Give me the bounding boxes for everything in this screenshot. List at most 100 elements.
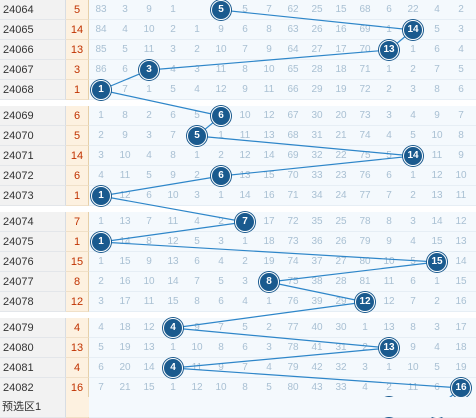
omission-cell: 13 bbox=[383, 322, 395, 333]
omission-cell: 1 bbox=[146, 84, 152, 95]
omission-cell: 9 bbox=[434, 110, 440, 121]
omission-cell: 26 bbox=[311, 24, 323, 35]
omission-cells: 1 15 9 13 6 4 2 19 74 37 27 80 10 5 14 bbox=[89, 252, 476, 272]
omission-cell: 6 bbox=[146, 190, 152, 201]
omission-cell: 4 bbox=[434, 342, 440, 353]
issue-number: 24072 bbox=[0, 166, 66, 186]
omission-cell: 3 bbox=[194, 190, 200, 201]
drawn-number-ball: 4 bbox=[163, 318, 183, 338]
omission-cell: 4 bbox=[410, 236, 416, 247]
omission-cell: 11 bbox=[143, 296, 155, 307]
omission-cell: 8 bbox=[458, 130, 464, 141]
omission-cell: 10 bbox=[239, 110, 251, 121]
omission-cell: 28 bbox=[311, 64, 323, 75]
omission-cell: 42 bbox=[311, 362, 323, 373]
omission-cell: 10 bbox=[191, 342, 203, 353]
omission-cell: 10 bbox=[167, 190, 179, 201]
omission-cell: 19 bbox=[263, 256, 275, 267]
omission-cell: 11 bbox=[455, 190, 467, 201]
omission-cell: 76 bbox=[287, 296, 299, 307]
omission-cell: 68 bbox=[359, 4, 371, 15]
omission-cell: 8 bbox=[266, 24, 272, 35]
omission-cell: 11 bbox=[119, 170, 131, 181]
omission-cell: 2 bbox=[434, 296, 440, 307]
omission-cell: 13 bbox=[455, 236, 467, 247]
omission-cell: 4 bbox=[362, 382, 368, 393]
omission-cell: 9 bbox=[218, 24, 224, 35]
omission-cell: 14 bbox=[119, 236, 131, 247]
omission-cell: 10 bbox=[263, 64, 275, 75]
omission-cell: 32 bbox=[311, 150, 323, 161]
omission-cell: 12 bbox=[119, 190, 131, 201]
omission-cell: 1 bbox=[170, 4, 176, 15]
table-row: 24077 8 2 16 10 14 7 5 3 75 38 28 81 11 6 1 15 bbox=[0, 272, 476, 292]
omission-cell: 9 bbox=[146, 4, 152, 15]
footer-cells[interactable] bbox=[89, 397, 476, 417]
omission-cell: 1 bbox=[434, 276, 440, 287]
omission-cell: 28 bbox=[335, 276, 347, 287]
omission-cell: 2 bbox=[266, 322, 272, 333]
omission-cell: 9 bbox=[122, 130, 128, 141]
table-row: 24067 3 86 6 4 3 11 8 10 65 28 18 71 1 2 7 5 bbox=[0, 60, 476, 80]
hot-number: 13 bbox=[66, 40, 89, 60]
omission-cell: 20 bbox=[335, 110, 347, 121]
omission-cell: 11 bbox=[431, 150, 443, 161]
omission-cell: 5 bbox=[410, 130, 416, 141]
omission-cell: 76 bbox=[359, 170, 371, 181]
omission-cell: 3 bbox=[194, 64, 200, 75]
omission-cell: 1 bbox=[98, 216, 104, 227]
drawn-number-ball: 6 bbox=[211, 166, 231, 186]
drawn-number-ball: 12 bbox=[355, 292, 375, 312]
footer-label[interactable]: 预选区1 bbox=[0, 397, 66, 417]
hot-number: 1 bbox=[66, 80, 89, 100]
table-row: 24080 13 5 19 13 1 10 8 6 3 78 41 31 2 9 4 18 bbox=[0, 338, 476, 358]
omission-cell: 11 bbox=[263, 84, 275, 95]
omission-cell: 9 bbox=[170, 170, 176, 181]
hot-number: 8 bbox=[66, 272, 89, 292]
omission-cell: 2 bbox=[146, 110, 152, 121]
omission-cell: 1 bbox=[362, 322, 368, 333]
omission-cell: 12 bbox=[263, 110, 275, 121]
omission-cell: 10 bbox=[143, 276, 155, 287]
omission-cell: 5 bbox=[410, 256, 416, 267]
omission-cell: 80 bbox=[287, 382, 299, 393]
omission-cell: 6 bbox=[170, 110, 176, 121]
omission-cell: 1 bbox=[410, 44, 416, 55]
omission-cells: 2 16 10 14 7 5 3 75 38 28 81 11 6 1 15 bbox=[89, 272, 476, 292]
omission-cell: 2 bbox=[194, 170, 200, 181]
omission-cell: 39 bbox=[311, 296, 323, 307]
issue-number: 24075 bbox=[0, 232, 66, 252]
omission-cell: 13 bbox=[263, 130, 275, 141]
omission-cell: 4 bbox=[170, 64, 176, 75]
table-row: 24073 1 12 6 10 3 1 14 16 71 34 24 77 7 2 13 11 bbox=[0, 186, 476, 206]
omission-cell: 4 bbox=[122, 24, 128, 35]
omission-cells: 5 19 13 1 10 8 6 3 78 41 31 2 9 4 18 bbox=[89, 338, 476, 358]
drawn-number-ball: 8 bbox=[259, 272, 279, 292]
omission-cell: 7 bbox=[410, 296, 416, 307]
omission-cell: 31 bbox=[311, 130, 323, 141]
omission-cell: 11 bbox=[167, 216, 179, 227]
omission-cell: 17 bbox=[455, 322, 467, 333]
omission-cell: 16 bbox=[263, 190, 275, 201]
omission-cell: 6 bbox=[242, 342, 248, 353]
omission-cell: 10 bbox=[407, 362, 419, 373]
omission-cell: 13 bbox=[431, 190, 443, 201]
omission-cell: 6 bbox=[386, 170, 392, 181]
table-row: 24068 1 7 1 5 4 12 9 11 66 29 19 72 2 3 8 6 bbox=[0, 80, 476, 100]
omission-cell: 19 bbox=[455, 362, 467, 373]
omission-cell: 6 bbox=[386, 4, 392, 15]
omission-cell: 1 bbox=[410, 170, 416, 181]
omission-cell: 33 bbox=[335, 382, 347, 393]
omission-cell: 33 bbox=[311, 170, 323, 181]
omission-cell: 2 bbox=[194, 44, 200, 55]
omission-cell: 75 bbox=[287, 276, 299, 287]
omission-cell: 21 bbox=[335, 130, 347, 141]
drawn-number-ball: 16 bbox=[451, 378, 471, 398]
omission-cell: 3 bbox=[434, 322, 440, 333]
omission-cell: 1 bbox=[242, 236, 248, 247]
omission-cell: 18 bbox=[335, 64, 347, 75]
table-row: 24076 15 1 15 9 13 6 4 2 19 74 37 27 80 10 5 14 bbox=[0, 252, 476, 272]
omission-cell: 17 bbox=[119, 296, 131, 307]
omission-cell: 15 bbox=[167, 296, 179, 307]
hot-number: 12 bbox=[66, 292, 89, 312]
